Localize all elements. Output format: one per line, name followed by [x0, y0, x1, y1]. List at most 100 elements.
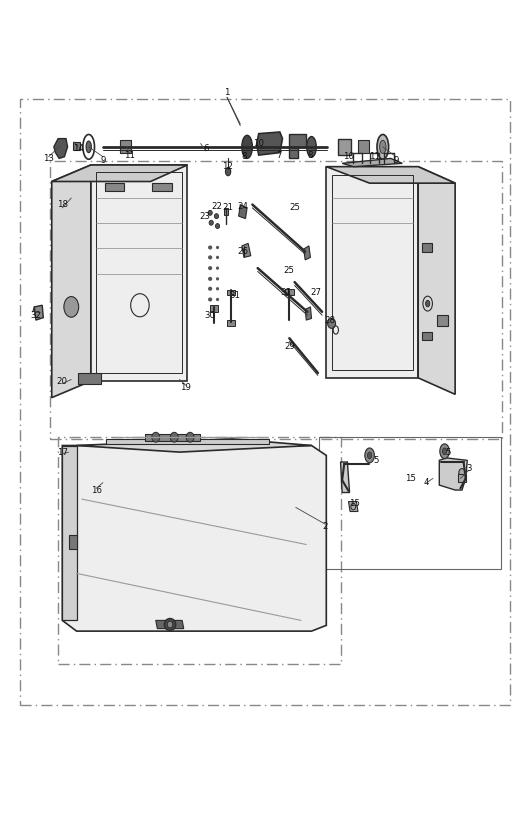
- Text: 8: 8: [308, 151, 313, 159]
- Text: 31: 31: [230, 291, 240, 299]
- Ellipse shape: [164, 619, 176, 630]
- Polygon shape: [52, 165, 91, 398]
- Ellipse shape: [327, 318, 336, 328]
- Ellipse shape: [209, 220, 213, 225]
- Text: 23: 23: [200, 212, 210, 220]
- Polygon shape: [105, 183, 124, 191]
- Text: 5: 5: [445, 448, 450, 456]
- Ellipse shape: [86, 141, 91, 153]
- Text: 32: 32: [31, 311, 41, 319]
- Polygon shape: [285, 289, 294, 295]
- Ellipse shape: [152, 432, 159, 442]
- Polygon shape: [304, 246, 310, 260]
- Text: 12: 12: [222, 163, 232, 171]
- Polygon shape: [437, 315, 448, 326]
- Ellipse shape: [216, 298, 219, 301]
- Polygon shape: [120, 140, 131, 153]
- Text: 29: 29: [284, 342, 295, 351]
- Ellipse shape: [208, 246, 212, 249]
- Text: 24: 24: [238, 202, 248, 210]
- Text: 20: 20: [57, 377, 68, 385]
- Ellipse shape: [367, 452, 372, 459]
- Text: 21: 21: [223, 204, 233, 212]
- Text: 13: 13: [43, 154, 54, 163]
- Polygon shape: [62, 446, 326, 631]
- Polygon shape: [305, 307, 312, 320]
- Text: 4: 4: [424, 478, 429, 487]
- Ellipse shape: [426, 300, 430, 307]
- Ellipse shape: [64, 296, 79, 317]
- Polygon shape: [348, 502, 358, 512]
- Polygon shape: [34, 305, 43, 320]
- Polygon shape: [289, 134, 306, 158]
- Ellipse shape: [440, 444, 449, 459]
- Polygon shape: [227, 320, 235, 326]
- Polygon shape: [156, 620, 184, 629]
- Polygon shape: [145, 434, 200, 441]
- Text: 9: 9: [393, 156, 399, 164]
- Bar: [58, 437, 341, 664]
- Text: 22: 22: [211, 202, 222, 210]
- Text: 9: 9: [100, 156, 106, 164]
- Ellipse shape: [216, 277, 219, 281]
- Ellipse shape: [208, 266, 212, 271]
- Polygon shape: [257, 132, 282, 155]
- Ellipse shape: [459, 469, 465, 477]
- Text: 27: 27: [310, 289, 321, 297]
- Polygon shape: [422, 243, 432, 252]
- Text: 16: 16: [91, 487, 101, 495]
- Polygon shape: [54, 139, 68, 158]
- Polygon shape: [418, 167, 455, 394]
- Polygon shape: [326, 167, 418, 378]
- Ellipse shape: [216, 287, 219, 290]
- Text: 6: 6: [203, 144, 209, 153]
- Text: 3: 3: [466, 464, 472, 473]
- Polygon shape: [106, 439, 269, 444]
- Polygon shape: [341, 462, 350, 493]
- Text: 11: 11: [124, 151, 135, 159]
- Ellipse shape: [208, 256, 212, 260]
- Ellipse shape: [216, 266, 219, 270]
- Bar: [319, 437, 501, 569]
- Polygon shape: [342, 158, 402, 167]
- Polygon shape: [91, 165, 187, 381]
- Ellipse shape: [214, 214, 219, 219]
- Bar: [20, 99, 510, 705]
- Text: 1: 1: [224, 88, 230, 97]
- Ellipse shape: [215, 224, 220, 229]
- Polygon shape: [69, 535, 77, 549]
- Ellipse shape: [208, 277, 212, 281]
- Polygon shape: [62, 446, 77, 620]
- Bar: [50, 161, 502, 439]
- Polygon shape: [77, 439, 312, 452]
- Polygon shape: [439, 458, 467, 490]
- Text: 25: 25: [284, 266, 295, 275]
- Ellipse shape: [208, 287, 212, 291]
- Ellipse shape: [208, 297, 212, 302]
- Ellipse shape: [225, 167, 231, 176]
- Text: 2: 2: [322, 522, 327, 530]
- Ellipse shape: [380, 140, 386, 153]
- Text: 10: 10: [253, 139, 264, 148]
- Ellipse shape: [167, 621, 173, 628]
- Text: 10: 10: [343, 153, 354, 161]
- Polygon shape: [52, 165, 187, 182]
- Polygon shape: [152, 183, 172, 191]
- Ellipse shape: [208, 210, 212, 215]
- Polygon shape: [73, 142, 80, 150]
- Ellipse shape: [442, 448, 447, 455]
- Polygon shape: [224, 208, 228, 214]
- Polygon shape: [458, 474, 466, 482]
- Ellipse shape: [216, 256, 219, 259]
- Polygon shape: [326, 167, 455, 183]
- Polygon shape: [242, 243, 251, 257]
- Text: 28: 28: [325, 316, 335, 324]
- Text: 7: 7: [276, 151, 281, 159]
- Text: 25: 25: [289, 204, 300, 212]
- Text: 26: 26: [238, 248, 248, 256]
- Polygon shape: [227, 290, 235, 295]
- Text: 11: 11: [370, 153, 380, 161]
- Polygon shape: [358, 140, 369, 153]
- Text: 8: 8: [241, 153, 247, 161]
- Text: 30: 30: [205, 311, 215, 319]
